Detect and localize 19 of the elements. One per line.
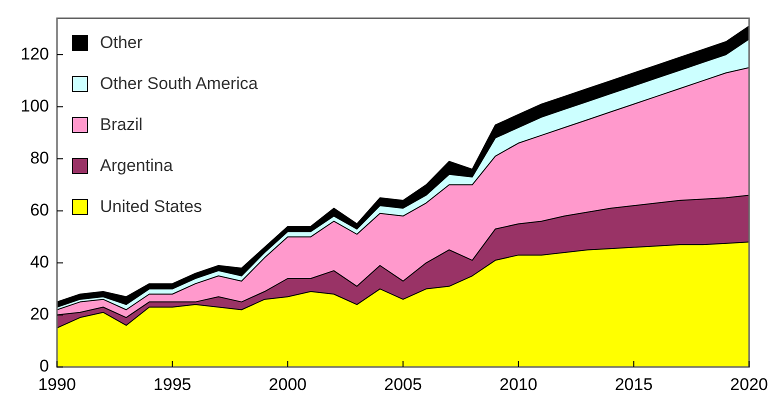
- x-tick-label: 1990: [38, 374, 76, 394]
- x-tick-label: 1995: [153, 374, 192, 394]
- y-tick-label: 20: [30, 304, 49, 324]
- legend-label: United States: [100, 196, 202, 216]
- y-tick-label: 40: [30, 252, 49, 272]
- y-tick-label: 100: [20, 96, 49, 116]
- y-tick-label: 120: [20, 44, 49, 64]
- legend-label: Other: [100, 32, 143, 52]
- y-tick-label: 0: [40, 356, 49, 376]
- x-tick-label: 2000: [268, 374, 307, 394]
- x-tick-label: 2005: [384, 374, 422, 394]
- legend-label: Other South America: [100, 74, 258, 94]
- x-tick-label: 2015: [614, 374, 653, 394]
- legend-label: Brazil: [100, 114, 143, 134]
- y-tick-label: 80: [30, 148, 49, 168]
- x-tick-label: 2010: [499, 374, 538, 394]
- x-tick-label: 2020: [730, 374, 768, 394]
- legend-label: Argentina: [100, 156, 173, 176]
- y-tick-label: 60: [30, 200, 49, 220]
